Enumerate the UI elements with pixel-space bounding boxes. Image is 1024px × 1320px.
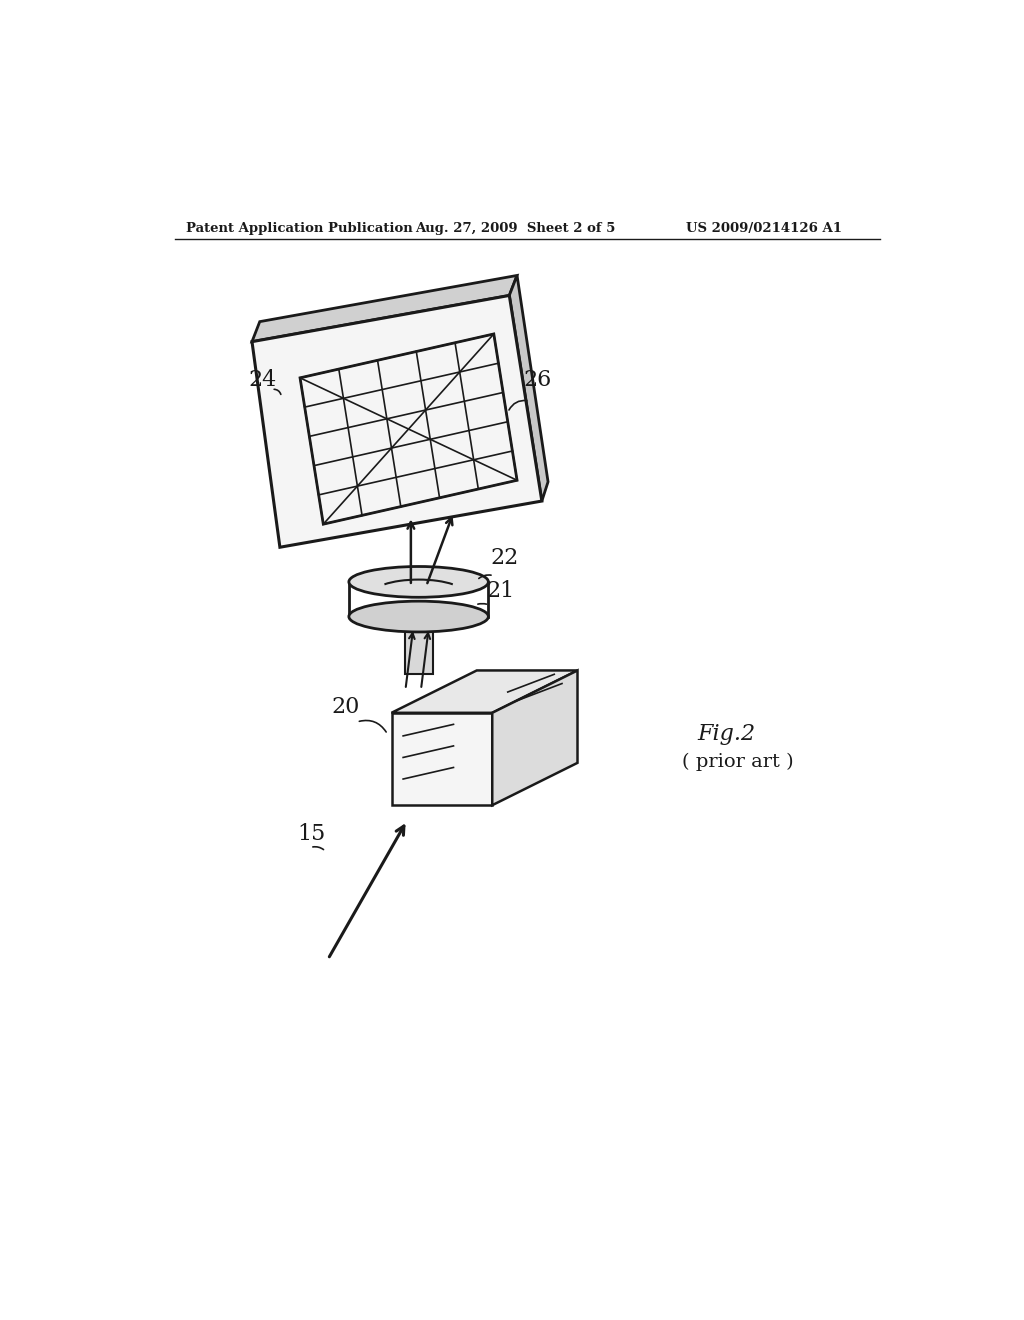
Polygon shape	[391, 671, 578, 713]
Polygon shape	[252, 296, 542, 548]
Text: 22: 22	[490, 548, 519, 569]
Polygon shape	[493, 671, 578, 805]
Text: 26: 26	[523, 368, 552, 391]
Text: 15: 15	[297, 822, 326, 845]
Text: 20: 20	[331, 696, 359, 718]
Polygon shape	[391, 713, 493, 805]
Text: ( prior art ): ( prior art )	[682, 752, 794, 771]
Text: US 2009/0214126 A1: US 2009/0214126 A1	[686, 222, 842, 235]
Ellipse shape	[349, 601, 488, 632]
Text: 24: 24	[248, 368, 276, 391]
Text: Patent Application Publication: Patent Application Publication	[186, 222, 413, 235]
Text: 21: 21	[486, 581, 514, 602]
Text: Fig.2: Fig.2	[697, 723, 756, 744]
Polygon shape	[404, 616, 432, 675]
Text: Aug. 27, 2009  Sheet 2 of 5: Aug. 27, 2009 Sheet 2 of 5	[415, 222, 615, 235]
Polygon shape	[252, 276, 517, 342]
Ellipse shape	[349, 566, 488, 597]
Polygon shape	[509, 276, 548, 502]
